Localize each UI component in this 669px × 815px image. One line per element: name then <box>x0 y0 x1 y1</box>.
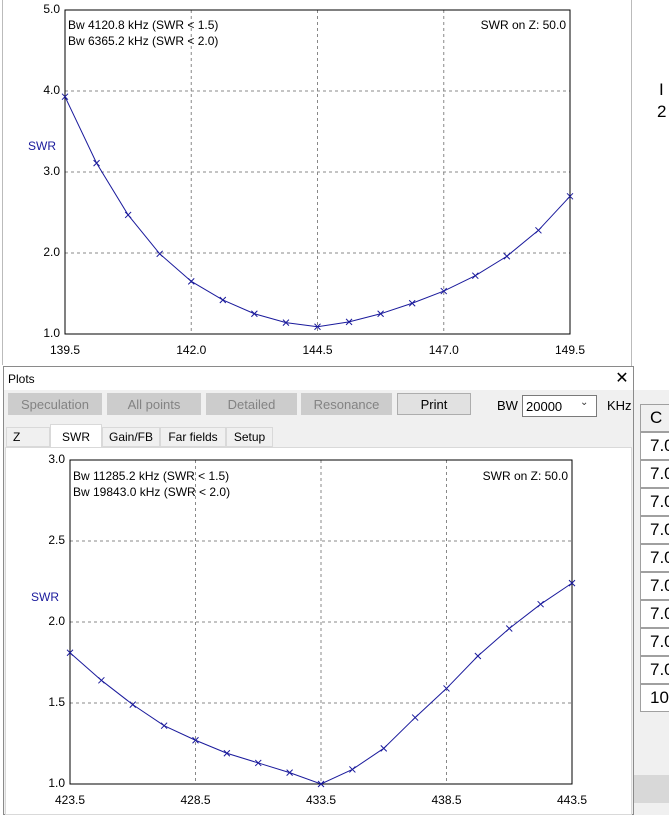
marker <box>566 192 574 200</box>
swr-line <box>64 96 571 328</box>
bw-label: BW <box>497 398 518 413</box>
marker <box>377 310 384 318</box>
button[interactable]: Detailed <box>206 393 297 415</box>
x-tick-label: 147.0 <box>429 343 459 357</box>
tab[interactable]: Z <box>6 427 50 447</box>
y-tick-label: 4.0 <box>43 83 60 97</box>
marker <box>187 277 195 285</box>
table-cell: 10 <box>640 684 669 712</box>
annotation: SWR on Z: 50.0 <box>481 18 567 32</box>
marker <box>314 323 321 331</box>
left-edge <box>0 0 3 365</box>
side-text: I <box>659 80 664 99</box>
marker <box>471 272 479 280</box>
marker <box>219 296 227 304</box>
x-tick-label: 139.5 <box>50 343 80 357</box>
table-cell: 7.0 <box>640 656 669 684</box>
y-tick-label: 1.0 <box>43 326 60 340</box>
title-bar <box>4 367 633 390</box>
plot-area <box>64 9 571 335</box>
plot-border <box>64 9 571 335</box>
table-cell: 7.0 <box>640 432 669 460</box>
x-tick-label: 144.5 <box>302 343 332 357</box>
marker <box>535 226 542 234</box>
table-cell: 7.0 <box>640 544 669 572</box>
marker <box>156 250 164 258</box>
window-title: Plots <box>8 372 35 386</box>
tab[interactable]: Gain/FB <box>102 427 160 447</box>
window-edge <box>631 0 632 366</box>
x-tick-label: 142.0 <box>176 343 206 357</box>
table-cell: 7.0 <box>640 460 669 488</box>
table-cell: 7.0 <box>640 572 669 600</box>
tab[interactable]: Far fields <box>160 427 226 447</box>
table-cell: 7.0 <box>640 628 669 656</box>
marker <box>345 318 353 326</box>
button[interactable]: Print <box>397 393 471 415</box>
bw-unit: KHz <box>607 398 632 413</box>
y-tick-label: 2.0 <box>43 245 60 259</box>
marker <box>124 211 132 219</box>
x-tick-label: 149.5 <box>555 343 585 357</box>
annotation: Bw 6365.2 kHz (SWR < 2.0) <box>68 34 218 48</box>
close-button[interactable]: ✕ <box>615 370 629 387</box>
dropdown-arrow[interactable]: ⌄ <box>580 397 589 408</box>
table-header: C <box>640 404 669 432</box>
button[interactable]: All points <box>107 393 201 415</box>
table-cell: 7.0 <box>640 488 669 516</box>
marker <box>408 299 416 307</box>
y-axis-label: SWR <box>28 139 56 153</box>
button[interactable]: Resonance <box>301 393 392 415</box>
tab[interactable]: Setup <box>226 427 273 447</box>
y-tick-label: 3.0 <box>43 164 60 178</box>
marker <box>282 319 290 327</box>
y-tick-label: 5.0 <box>43 2 60 16</box>
plot-panel <box>5 447 632 815</box>
side-bar <box>634 775 669 803</box>
marker <box>503 252 511 260</box>
marker <box>251 310 258 318</box>
table-cell: 7.0 <box>640 600 669 628</box>
marker <box>61 93 69 101</box>
tab-selected[interactable]: SWR <box>50 424 102 448</box>
side-text: 2 <box>657 102 667 121</box>
button[interactable]: Speculation <box>8 393 102 415</box>
annotation: Bw 4120.8 kHz (SWR < 1.5) <box>68 18 218 32</box>
bw-input[interactable]: 20000 <box>522 395 597 417</box>
table-cell: 7.0 <box>640 516 669 544</box>
marker <box>440 287 448 295</box>
marker <box>93 159 100 167</box>
